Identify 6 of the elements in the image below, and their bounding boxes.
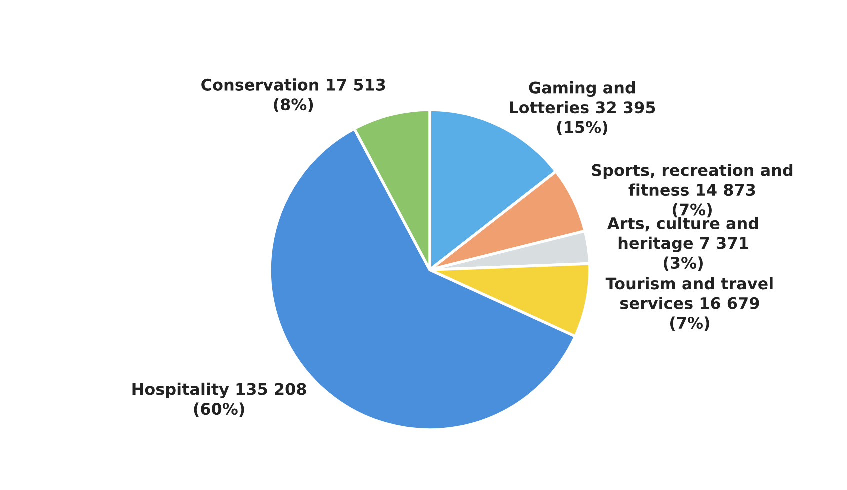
slice-label: Hospitality 135 208 (60%)	[132, 382, 306, 417]
slice-label: Conservation 17 513 (8%)	[202, 78, 386, 113]
slice-label: Sports, recreation and fitness 14 873 (7%)	[592, 164, 793, 218]
slice-label: Arts, culture and heritage 7 371 (3%)	[607, 217, 758, 271]
slice-label: Tourism and travel services 16 679 (7%)	[606, 277, 773, 332]
slice-label: Gaming and Lotteries 32 395 (15%)	[510, 81, 656, 136]
